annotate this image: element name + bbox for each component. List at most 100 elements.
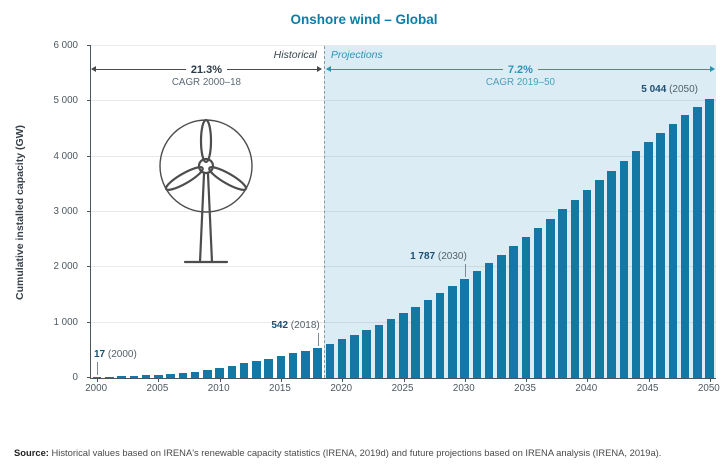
bar-2008 (190, 371, 200, 378)
bar-2020 (337, 339, 347, 378)
gridline (91, 155, 716, 157)
y-tick-label: 5 000 (53, 95, 78, 107)
bar-2030 (460, 279, 469, 378)
bar-slot (655, 46, 667, 378)
callout-2018: 542 (2018) (271, 320, 320, 332)
bar-2002 (117, 376, 126, 378)
bar-slot (532, 46, 544, 378)
y-axis-title: Cumulative installed capacity (GW) (14, 124, 26, 300)
arrow-line (537, 65, 715, 72)
x-tick-label: 2030 (452, 383, 475, 394)
bar-2028 (435, 293, 445, 378)
wind-turbine-icon (159, 118, 253, 264)
historical-cagr-caption: CAGR 2000–18 (171, 77, 241, 88)
x-tick-label: 2025 (391, 383, 414, 394)
y-tick-mark (87, 100, 91, 102)
arrow-left-icon (325, 65, 331, 72)
x-tick-label: 2050 (697, 383, 720, 394)
bar-2025 (399, 313, 408, 378)
x-tick-label: 2015 (269, 383, 291, 394)
bar-slot (495, 46, 507, 378)
x-tick-label: 2045 (636, 383, 659, 394)
bar-2011 (227, 366, 237, 378)
bar-slot (312, 46, 324, 378)
x-tick-mark (709, 378, 711, 382)
bar-2050 (705, 98, 714, 378)
callout-2030: 1 787 (2030) (410, 251, 467, 263)
gridline (91, 211, 716, 212)
y-tick-mark (87, 377, 91, 378)
arrow-right-icon (316, 65, 322, 72)
x-tick-label: 2005 (146, 383, 169, 394)
bar-2017 (301, 350, 310, 378)
bar-2046 (656, 132, 665, 378)
y-tick-label: 4 000 (53, 150, 78, 162)
bar-slot (324, 46, 336, 378)
bar-2021 (350, 334, 359, 378)
bar-2012 (239, 363, 249, 378)
bar-2009 (203, 369, 212, 378)
bar-2048 (680, 115, 690, 378)
x-tick-mark (403, 378, 405, 382)
bar-2014 (264, 358, 273, 378)
projections-label: Projections (330, 49, 383, 61)
bar-slot (434, 46, 446, 378)
bar-slot (569, 46, 581, 378)
bar-2034 (509, 246, 518, 378)
bar-slot (128, 46, 140, 378)
x-tick-label: 2040 (575, 383, 598, 394)
bar-slot (459, 46, 471, 378)
historical-cagr-arrow: 21.3% (91, 63, 322, 76)
bar-slot (116, 46, 128, 378)
bar-slot (544, 46, 556, 378)
bar-2037 (546, 218, 555, 378)
arrow-line (325, 65, 503, 72)
bar-slot (348, 46, 360, 378)
x-tick-mark (97, 378, 99, 382)
bar-2038 (558, 209, 567, 378)
bar-slot (152, 46, 164, 378)
projection-cagr-annotation: 7.2% CAGR 2019–50 (325, 63, 715, 88)
gridline (91, 100, 716, 102)
bar-slot (250, 46, 262, 378)
x-tick-mark (464, 378, 466, 382)
x-tick-mark (219, 378, 221, 382)
bar-2043 (619, 160, 629, 378)
bar-2015 (276, 355, 286, 378)
historical-projection-divider (323, 46, 325, 378)
x-tick-mark (280, 378, 282, 382)
bar-2041 (595, 180, 604, 378)
bar-2033 (497, 255, 506, 378)
plot-area: Historical Projections 21.3% CAGR 2000–1… (87, 45, 716, 382)
bar-slot (520, 46, 532, 378)
bar-2026 (411, 306, 420, 378)
bar-2047 (668, 123, 678, 378)
y-tick-label: 0 (72, 372, 78, 383)
bar-2004 (141, 375, 151, 378)
bar-2042 (607, 170, 616, 378)
bar-2029 (448, 286, 457, 378)
bar-slot (508, 46, 520, 378)
bar-slot (581, 46, 593, 378)
bar-2049 (693, 106, 702, 378)
bar-slot (299, 46, 311, 378)
callout-line (464, 264, 466, 278)
bar-slot (361, 46, 373, 378)
x-tick-label: 2020 (330, 383, 353, 394)
x-tick-mark (526, 378, 528, 382)
bar-slot (226, 46, 238, 378)
bar-slot (177, 46, 189, 378)
bar-slot (201, 46, 213, 378)
y-tick-mark (87, 266, 91, 268)
bar-slot (557, 46, 569, 378)
bar-2000 (92, 377, 102, 378)
bar-slot (275, 46, 287, 378)
gridline (91, 45, 716, 46)
bar-2018 (313, 348, 322, 378)
bar-slot (103, 46, 115, 378)
bar-slot (397, 46, 409, 378)
historical-cagr-annotation: 21.3% CAGR 2000–18 (91, 63, 322, 88)
bar-2027 (423, 300, 433, 378)
bar-2005 (154, 374, 163, 378)
